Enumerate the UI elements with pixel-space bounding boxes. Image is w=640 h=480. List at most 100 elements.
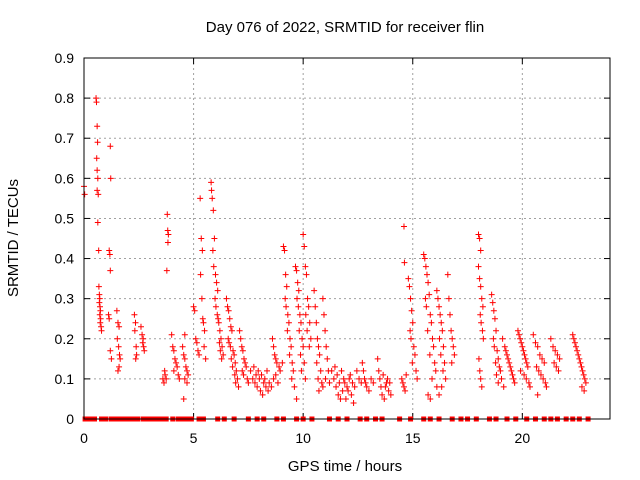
data-point xyxy=(314,335,321,342)
data-point xyxy=(234,375,241,382)
data-point xyxy=(180,395,187,402)
data-point xyxy=(297,319,304,326)
data-point xyxy=(284,327,291,334)
data-point xyxy=(497,367,504,374)
data-point xyxy=(116,351,123,358)
data-point xyxy=(409,319,416,326)
data-point xyxy=(576,355,583,362)
data-point xyxy=(348,391,355,398)
data-point xyxy=(244,375,251,382)
data-point xyxy=(434,295,441,302)
data-point xyxy=(214,287,221,294)
data-point xyxy=(491,315,498,322)
data-point xyxy=(320,311,327,318)
data-point xyxy=(400,223,407,230)
data-point xyxy=(478,383,485,390)
data-point xyxy=(116,323,123,330)
data-point xyxy=(430,343,437,350)
data-point xyxy=(288,343,295,350)
data-point xyxy=(408,307,415,314)
data-point xyxy=(341,379,348,386)
data-point xyxy=(448,327,455,334)
data-point xyxy=(425,391,432,398)
data-point xyxy=(97,319,104,326)
data-point xyxy=(272,371,279,378)
data-point xyxy=(338,367,345,374)
data-point xyxy=(524,363,531,370)
data-point xyxy=(269,335,276,342)
data-point xyxy=(360,367,367,374)
data-point xyxy=(407,295,414,302)
data-point xyxy=(164,239,171,246)
data-point xyxy=(225,307,232,314)
data-point xyxy=(480,335,487,342)
data-point xyxy=(407,335,414,342)
data-point xyxy=(409,359,416,366)
data-point xyxy=(575,351,582,358)
data-point xyxy=(432,367,439,374)
data-point xyxy=(296,311,303,318)
data-point xyxy=(94,123,101,130)
data-point xyxy=(215,315,222,322)
data-point xyxy=(279,359,286,366)
data-point xyxy=(478,319,485,326)
data-point xyxy=(96,311,103,318)
data-point xyxy=(94,139,101,146)
data-point xyxy=(511,379,518,386)
x-tick-label: 15 xyxy=(405,430,421,446)
data-point xyxy=(226,315,233,322)
data-point xyxy=(259,391,266,398)
data-point xyxy=(541,359,548,366)
data-point xyxy=(344,383,350,390)
data-point xyxy=(208,187,215,194)
plot-frame xyxy=(83,57,611,420)
data-point xyxy=(202,355,209,362)
data-point xyxy=(212,303,219,310)
data-point xyxy=(242,359,249,366)
data-point xyxy=(216,339,223,346)
data-point xyxy=(520,347,527,354)
data-point xyxy=(508,367,515,374)
data-point xyxy=(498,375,505,382)
data-point xyxy=(374,355,381,362)
data-point xyxy=(239,347,246,354)
y-tick-label: 0.7 xyxy=(55,130,75,146)
data-point xyxy=(276,363,283,370)
data-point xyxy=(197,195,204,202)
data-point xyxy=(334,371,341,378)
data-point xyxy=(345,387,352,394)
data-point xyxy=(164,227,171,234)
data-point xyxy=(571,339,578,346)
data-point xyxy=(519,343,526,350)
data-point xyxy=(176,375,183,382)
data-point xyxy=(94,167,101,174)
data-point xyxy=(140,343,147,350)
data-point xyxy=(300,231,307,238)
data-point xyxy=(141,347,148,354)
data-point xyxy=(306,319,313,326)
data-point xyxy=(359,359,366,366)
data-point xyxy=(217,335,224,342)
data-point xyxy=(553,363,560,370)
data-point xyxy=(402,387,409,394)
data-point xyxy=(530,331,537,338)
data-point xyxy=(254,383,261,390)
data-point xyxy=(322,375,329,382)
data-point xyxy=(438,383,445,390)
data-point xyxy=(509,371,516,378)
data-point xyxy=(437,311,444,318)
data-point xyxy=(105,311,112,318)
data-point xyxy=(106,251,113,258)
data-point xyxy=(556,355,563,362)
data-point xyxy=(477,247,484,254)
data-point xyxy=(503,351,510,358)
data-point xyxy=(333,383,340,390)
data-point xyxy=(401,259,408,266)
data-point xyxy=(290,367,297,374)
data-point xyxy=(361,375,368,382)
data-point xyxy=(477,283,484,290)
data-point xyxy=(232,359,239,366)
data-point xyxy=(268,383,275,390)
data-point xyxy=(270,343,277,350)
